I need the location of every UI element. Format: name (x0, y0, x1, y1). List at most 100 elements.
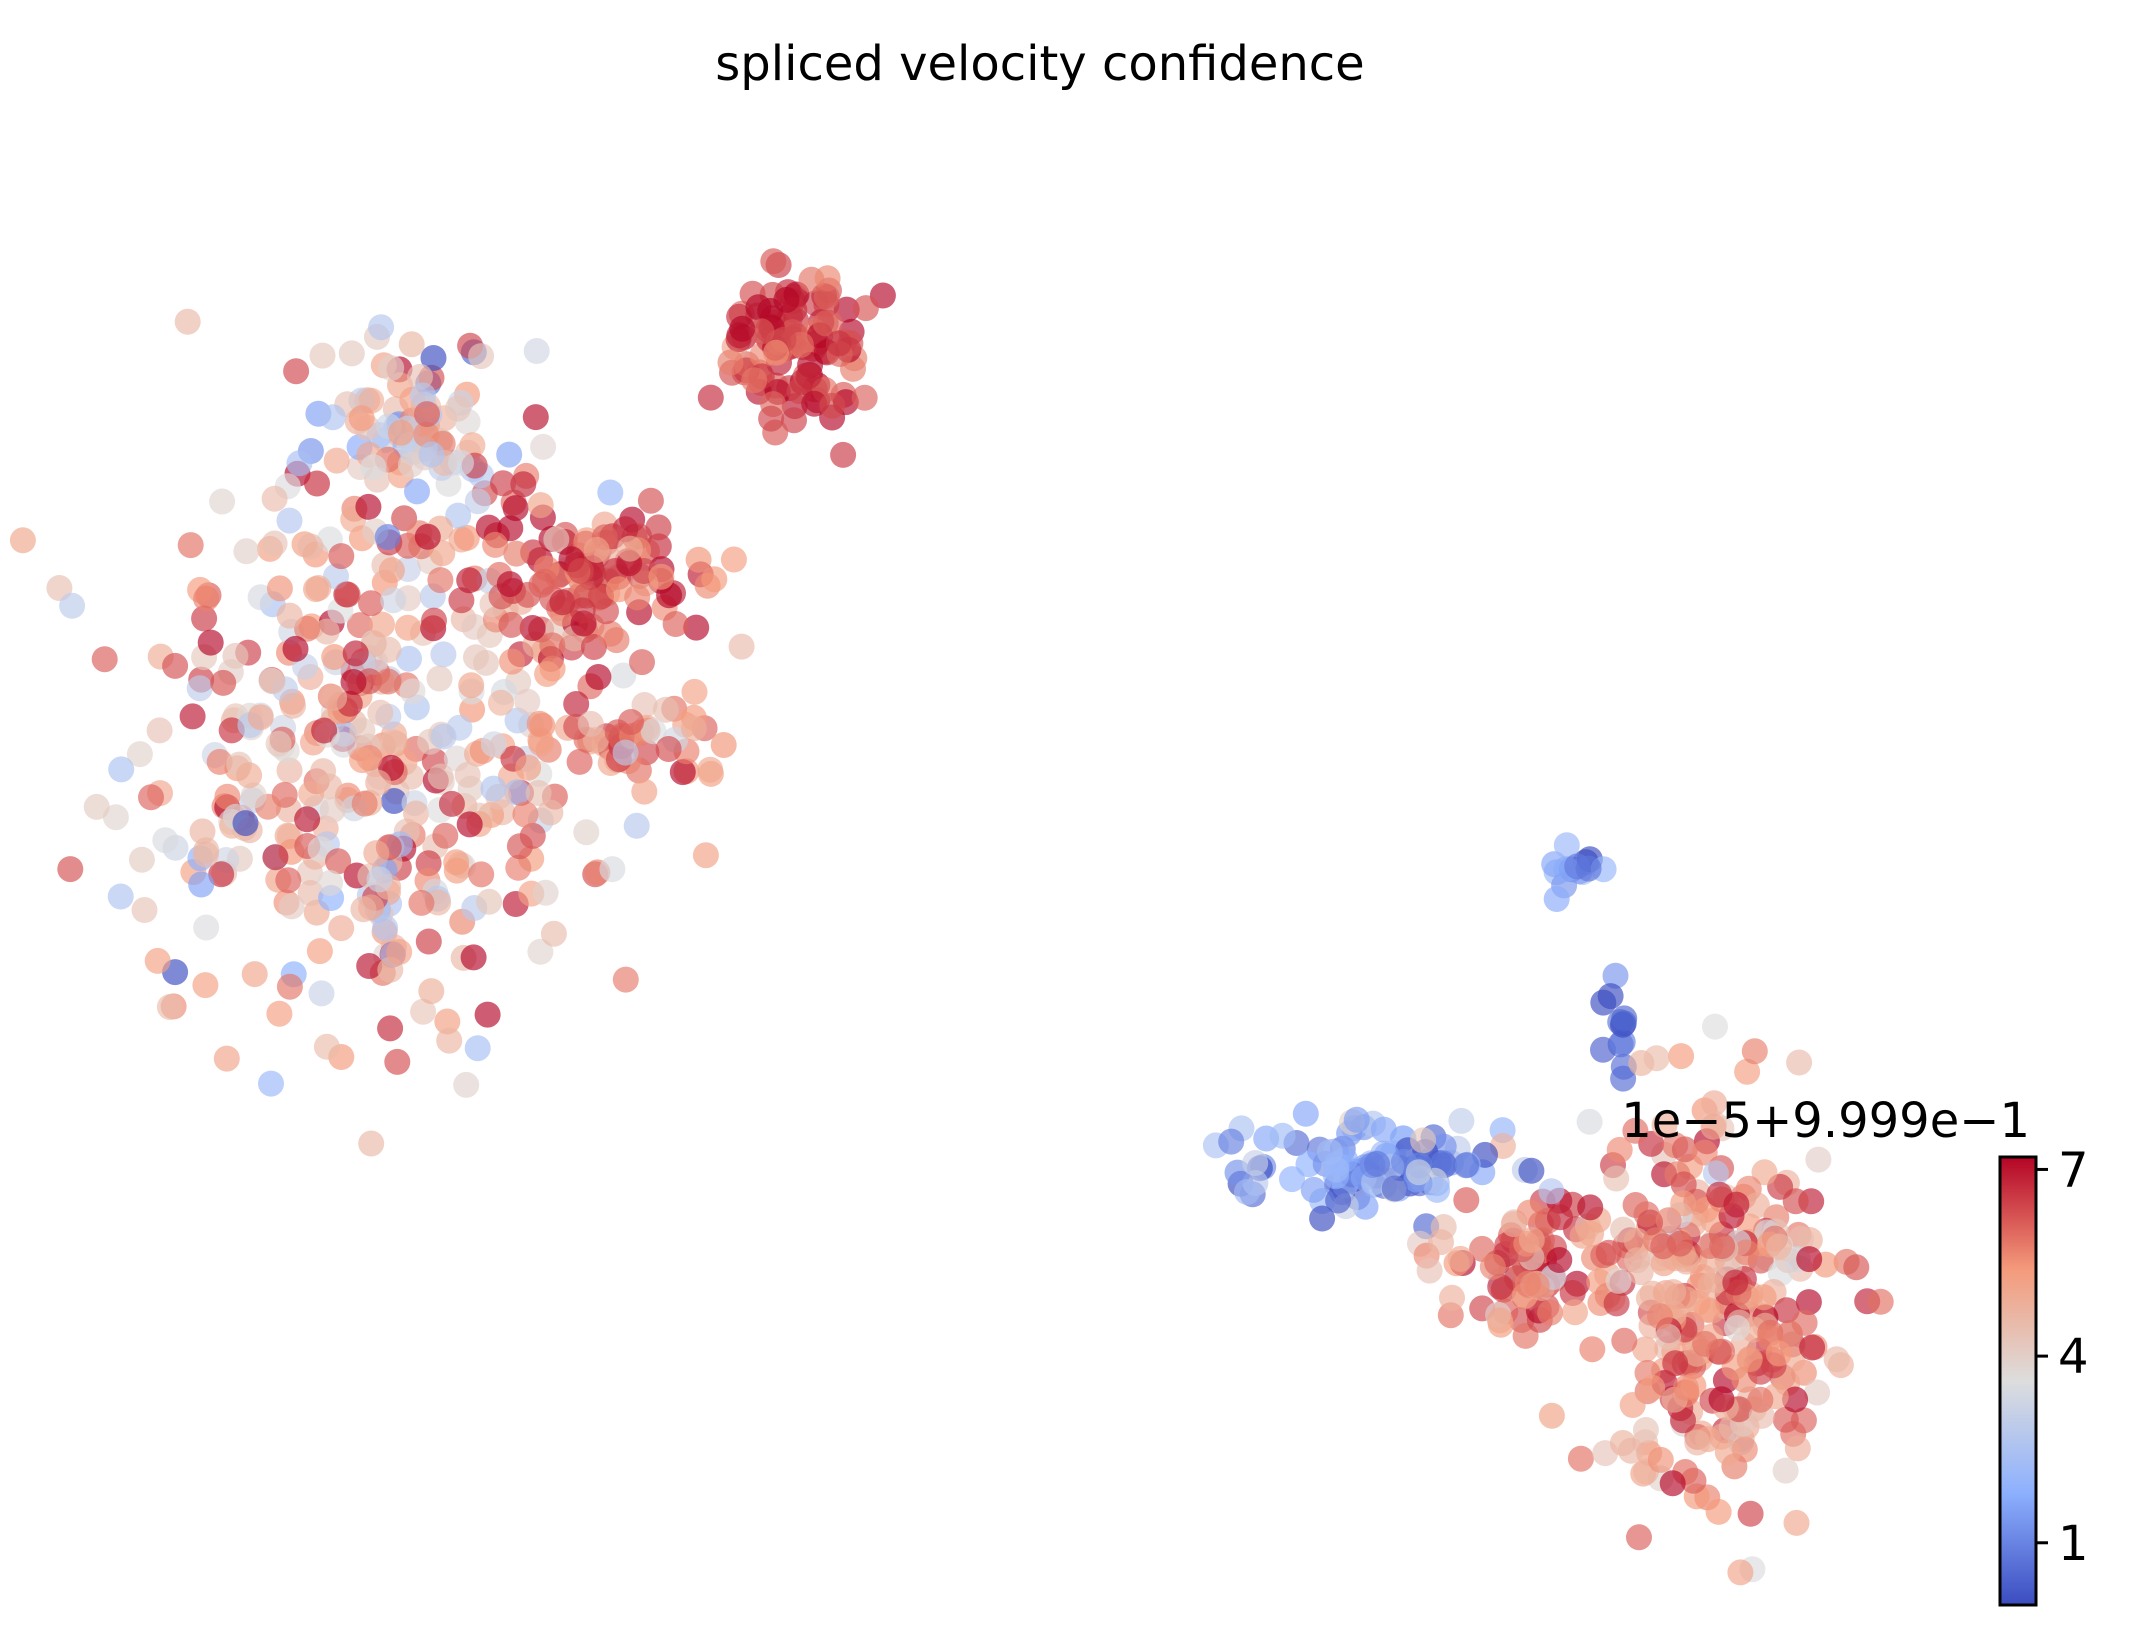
scatter-point (681, 678, 708, 705)
scatter-point (503, 540, 530, 567)
scatter-point (1647, 1446, 1674, 1473)
scatter-point (280, 692, 306, 719)
scatter-point (408, 889, 435, 916)
scatter-point (427, 567, 454, 594)
scatter-point (303, 576, 329, 603)
scatter-point (519, 615, 546, 641)
scatter-point (146, 717, 173, 744)
scatter-point (569, 597, 596, 624)
scatter-point (430, 641, 457, 668)
scatter-point (597, 620, 624, 647)
scatter-point (396, 645, 422, 672)
scatter-point (851, 384, 878, 411)
scatter-point (1578, 1220, 1605, 1247)
scatter-point (629, 649, 655, 676)
scatter-point (1727, 1559, 1754, 1586)
scatter-point (1788, 1225, 1814, 1252)
scatter-point (156, 994, 183, 1020)
scatter-point (480, 731, 507, 758)
scatter-point (346, 612, 373, 639)
scatter-point (453, 1071, 480, 1098)
scatter-point (1575, 855, 1602, 882)
scatter-point (549, 589, 576, 616)
scatter-point (356, 953, 383, 979)
scatter-point (1242, 1150, 1269, 1176)
scatter-point (1680, 1372, 1707, 1399)
scatter-point (1453, 1187, 1480, 1214)
scatter-point (1546, 1247, 1573, 1273)
scatter-point (313, 1033, 340, 1060)
scatter-point (186, 675, 213, 702)
scatter-point (375, 636, 402, 663)
scatter-point (1300, 1176, 1327, 1203)
scatter-point (1702, 1160, 1729, 1187)
scatter-point (325, 848, 352, 875)
scatter-point (456, 811, 483, 838)
scatter-point (338, 340, 365, 367)
scatter-point (1603, 1165, 1630, 1192)
scatter-point (213, 1045, 240, 1072)
scatter-point (701, 566, 728, 593)
scatter-point (192, 972, 219, 999)
scatter-point (543, 526, 570, 553)
scatter-point (282, 635, 309, 662)
scatter-point (505, 854, 532, 881)
scatter-point (162, 652, 189, 679)
scatter-point (539, 632, 566, 659)
scatter-point (107, 883, 134, 910)
scatter-point (710, 732, 737, 758)
scatter-point (1660, 1279, 1687, 1306)
scatter-point (631, 778, 658, 805)
scatter-point (426, 665, 453, 692)
scatter-point (476, 888, 503, 915)
scatter-point (1705, 1498, 1732, 1525)
scatter-point (443, 849, 470, 876)
scatter-point (512, 801, 539, 828)
scatter-point (773, 286, 800, 313)
scatter-point (1428, 1229, 1454, 1256)
scatter-point (758, 405, 785, 432)
scatter-point (566, 748, 593, 775)
scatter-point (9, 527, 36, 554)
scatter-point (717, 349, 744, 376)
scatter-point (515, 754, 542, 781)
scatter-point (763, 339, 789, 366)
scatter-point (612, 966, 639, 993)
scatter-point (781, 407, 807, 434)
scatter-point (266, 575, 293, 602)
scatter-point (360, 454, 387, 481)
scatter-point (448, 449, 474, 476)
scatter-point (1500, 1211, 1527, 1238)
scatter-point (540, 920, 567, 947)
scatter-point (583, 536, 610, 563)
scatter-point (530, 433, 557, 460)
scatter-point (1795, 1289, 1822, 1316)
scatter-point (610, 662, 637, 689)
scatter-point (236, 762, 263, 789)
scatter-point (1662, 1350, 1689, 1377)
scatter-point (498, 611, 525, 638)
scatter-point (349, 717, 376, 744)
scatter-point (1714, 1439, 1741, 1466)
scatter-point (177, 532, 204, 559)
scatter-point (297, 533, 324, 560)
scatter-point (522, 404, 549, 431)
scatter-point (514, 688, 541, 715)
scatter-point (144, 947, 171, 974)
scatter-point (1623, 1227, 1650, 1254)
scatter-point (436, 1027, 463, 1054)
scatter-point (1595, 1239, 1622, 1266)
scatter-point (1655, 1323, 1682, 1350)
scatter-point (683, 614, 710, 641)
scatter-point (1553, 832, 1580, 859)
scatter-point (527, 492, 554, 519)
scatter-point (342, 640, 369, 667)
scatter-point (1702, 1013, 1728, 1040)
scatter-point (1487, 1307, 1513, 1334)
scatter-point (313, 618, 340, 645)
colorbar-tick-label: 1 (2058, 1516, 2089, 1572)
scatter-point (334, 581, 361, 608)
scatter-point (378, 557, 405, 584)
scatter-point (1447, 1245, 1474, 1272)
scatter-point (1269, 1122, 1296, 1149)
